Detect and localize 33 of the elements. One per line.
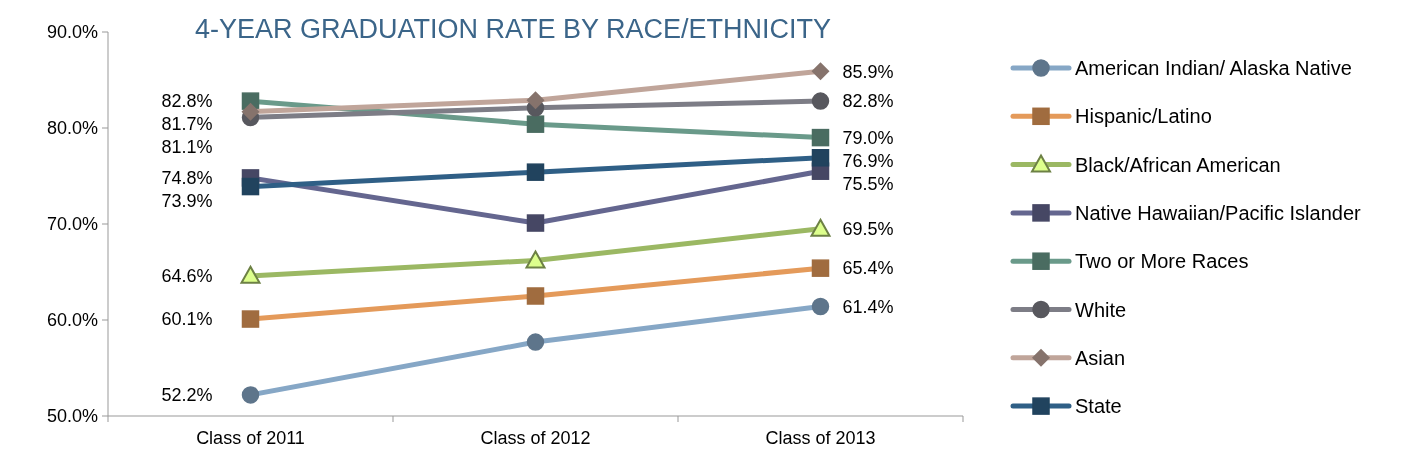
x-tick-label: Class of 2011 bbox=[196, 428, 305, 448]
legend-label: Native Hawaiian/Pacific Islander bbox=[1075, 201, 1362, 224]
data-label: 64.6% bbox=[161, 266, 213, 287]
data-label: 60.1% bbox=[161, 309, 213, 330]
data-label: 79.0% bbox=[842, 127, 894, 148]
y-tick-label: 90.0% bbox=[46, 22, 98, 43]
legend-label: Black/African American bbox=[1075, 153, 1281, 176]
chart-title: 4-YEAR GRADUATION RATE BY RACE/ETHNICITY bbox=[194, 14, 832, 44]
legend-label: American Indian/ Alaska Native bbox=[1075, 57, 1352, 79]
data-label: 75.5% bbox=[842, 173, 894, 194]
x-tick-label: Class of 2013 bbox=[765, 428, 876, 448]
legend-label: Asian bbox=[1075, 346, 1126, 369]
data-label: 82.8% bbox=[161, 91, 213, 112]
y-tick-label: 50.0% bbox=[46, 406, 98, 427]
y-tick-label: 70.0% bbox=[46, 214, 98, 235]
data-label: 52.2% bbox=[161, 385, 213, 406]
data-label: 69.5% bbox=[842, 219, 894, 240]
legend-label: Two or More Races bbox=[1075, 250, 1249, 273]
legend-label: White bbox=[1075, 298, 1127, 321]
data-label: 74.8% bbox=[161, 168, 213, 189]
y-tick-label: 80.0% bbox=[46, 118, 98, 139]
data-label: 76.9% bbox=[842, 150, 894, 171]
x-tick-label: Class of 2012 bbox=[480, 428, 591, 448]
data-label: 81.1% bbox=[161, 137, 213, 158]
data-label: 65.4% bbox=[842, 258, 894, 279]
data-label: 81.7% bbox=[161, 114, 213, 135]
data-label: 85.9% bbox=[842, 61, 894, 82]
y-tick-label: 60.0% bbox=[46, 310, 98, 331]
data-label: 82.8% bbox=[842, 91, 894, 112]
data-label: 73.9% bbox=[161, 191, 213, 212]
data-label: 61.4% bbox=[842, 296, 894, 317]
legend-label: State bbox=[1075, 395, 1122, 418]
legend-label: Hispanic/Latino bbox=[1075, 105, 1212, 128]
